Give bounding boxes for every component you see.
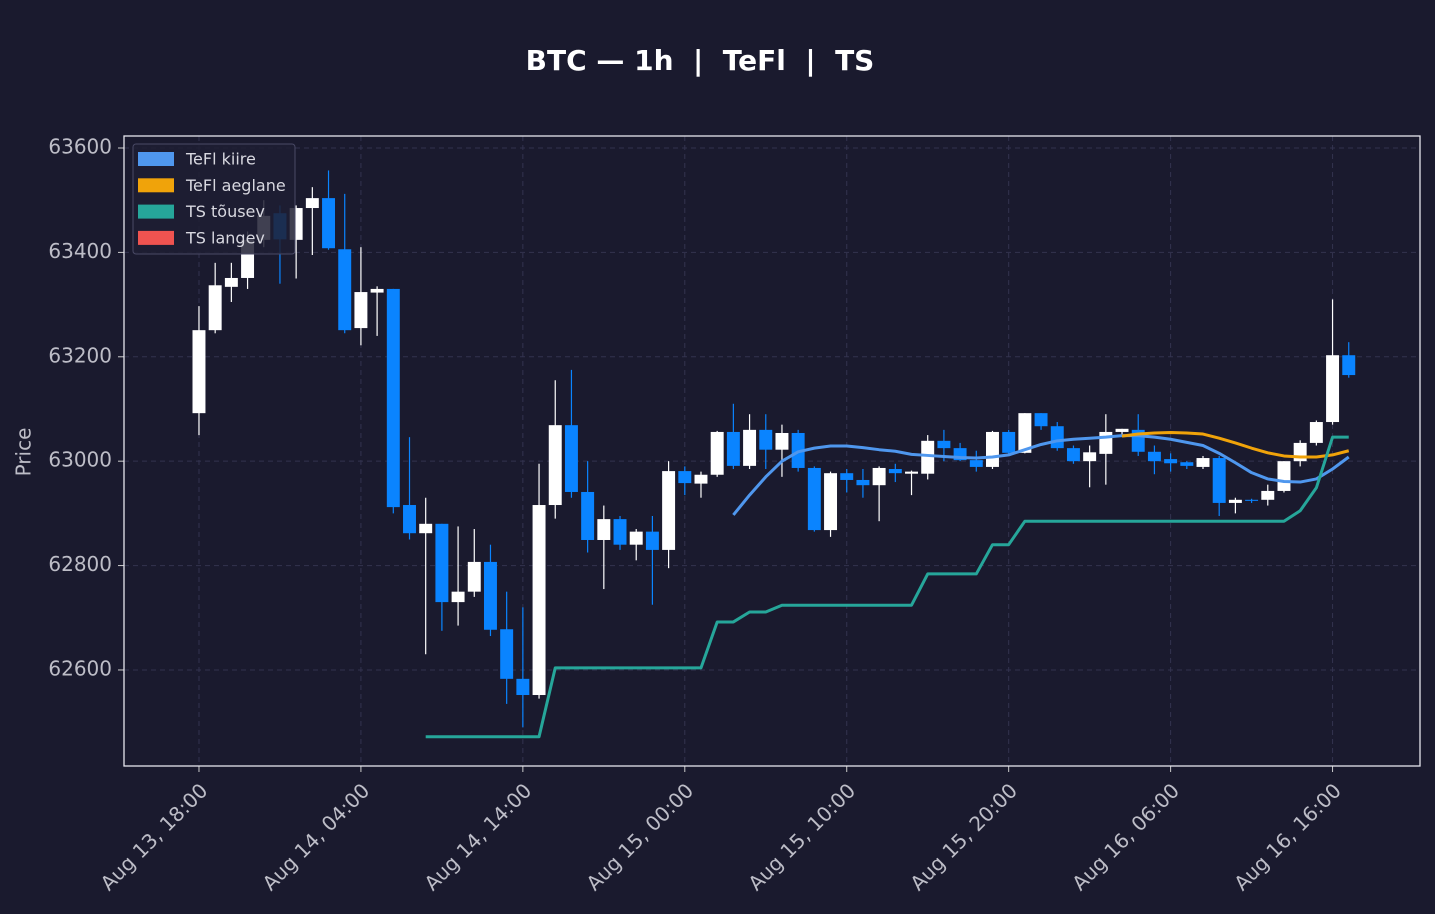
candle-body — [1245, 499, 1259, 501]
candle-body — [662, 471, 676, 550]
legend-swatch — [138, 178, 174, 193]
candle-body — [986, 431, 999, 467]
candle-body — [322, 198, 336, 249]
candle-body — [532, 505, 546, 696]
candle-body — [403, 505, 416, 534]
candle-body — [694, 474, 708, 484]
candle-body — [1050, 426, 1064, 449]
candle-body — [613, 519, 627, 545]
candle-body — [208, 285, 222, 331]
candle-body — [743, 429, 757, 466]
legend-swatch — [138, 152, 174, 166]
overlay-line — [732, 434, 1350, 516]
candle-body — [1066, 448, 1080, 462]
legend-box — [132, 143, 296, 255]
candle-body — [872, 467, 886, 486]
candle-body — [451, 591, 465, 603]
candle-body — [840, 473, 854, 480]
legend-label: TS langev — [185, 228, 265, 247]
candle-body — [969, 460, 983, 467]
candle-body — [1115, 428, 1129, 432]
candle-body — [548, 425, 562, 506]
candle-body — [1326, 355, 1340, 423]
candle-body — [807, 467, 821, 531]
candle-body — [1277, 461, 1291, 491]
candle-body — [338, 249, 352, 331]
candle-body — [435, 523, 449, 603]
candle-body — [597, 519, 611, 540]
candle-body — [1164, 459, 1178, 464]
legend-label: TeFl aeglane — [185, 176, 286, 195]
candle-body — [1196, 458, 1210, 467]
candle-body — [937, 440, 951, 449]
candle-body — [824, 473, 838, 531]
candle-body — [726, 431, 740, 466]
y-tick-label: 63000 — [48, 448, 112, 472]
candle-body — [564, 425, 578, 492]
legend-label: TS tõusev — [185, 202, 265, 221]
candle-body — [467, 561, 481, 592]
candle-body — [500, 629, 514, 679]
candle-body — [629, 531, 643, 545]
candle-body — [192, 330, 206, 414]
candle-body — [581, 491, 595, 540]
candle-body — [1083, 452, 1097, 462]
legend-swatch — [138, 230, 174, 245]
candle-body — [1342, 355, 1356, 376]
y-tick-label: 63200 — [48, 343, 112, 367]
candle-body — [370, 288, 384, 293]
candle-body — [645, 531, 659, 550]
candle-body — [224, 277, 238, 287]
overlay-line — [1121, 430, 1350, 459]
candle-body — [1228, 499, 1242, 503]
candle-body — [775, 432, 789, 450]
legend-swatch — [138, 204, 174, 219]
y-tick-label: 62600 — [48, 656, 112, 680]
legend-label: TeFl kiire — [185, 150, 256, 169]
candle-body — [419, 523, 433, 534]
candle-body — [905, 471, 918, 474]
candle-body — [710, 431, 724, 475]
y-axis-label: Price — [12, 428, 36, 477]
candle-body — [1002, 431, 1016, 453]
candle-body — [1261, 490, 1275, 500]
candle-body — [483, 561, 497, 630]
candle-body — [1018, 413, 1032, 453]
candle-body — [856, 479, 870, 486]
chart-title: BTC — 1h | TeFl | TS — [526, 44, 875, 77]
overlay-line — [425, 435, 1349, 739]
y-tick-label: 62800 — [48, 552, 112, 576]
candle-body — [921, 440, 935, 474]
candle-body — [1309, 422, 1323, 443]
candle-body — [386, 288, 400, 508]
candle-body — [1180, 462, 1194, 466]
candle-body — [888, 469, 902, 474]
y-tick-label: 63600 — [48, 135, 112, 159]
candle-body — [1212, 458, 1226, 503]
candle-body — [516, 678, 530, 696]
y-tick-label: 63400 — [48, 239, 112, 263]
candle-body — [1147, 451, 1161, 462]
candle-body — [354, 292, 368, 329]
candle-body — [1034, 413, 1048, 427]
candle-body — [678, 471, 692, 484]
candle-body — [759, 429, 773, 450]
candle-body — [305, 198, 319, 209]
plot-frame — [123, 135, 1421, 767]
